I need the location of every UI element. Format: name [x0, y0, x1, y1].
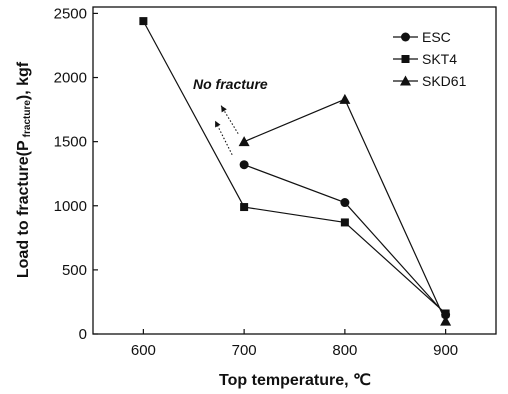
annotation-arrow-2	[214, 120, 233, 155]
data-point-skd61-900	[440, 315, 452, 326]
x-tick-label-800: 800	[332, 342, 357, 359]
data-point-skt4-600	[139, 17, 148, 26]
no-fracture-annotation: No fracture	[193, 76, 268, 92]
data-point-skd61-800	[339, 93, 351, 104]
legend-marker-skt4	[401, 55, 410, 63]
y-axis-title-main: Load to fracture(P	[15, 140, 32, 278]
y-tick-label-1000: 1000	[54, 198, 87, 215]
data-point-skt4-800	[340, 218, 349, 227]
series-line-skt4	[142, 20, 447, 314]
y-tick-label-1500: 1500	[54, 134, 87, 151]
legend-marker-skd61	[400, 75, 411, 86]
data-point-skd61-700	[238, 136, 250, 147]
y-axis-title-subscript: fracture	[22, 100, 33, 138]
annotation-layer: No fracture	[193, 76, 268, 155]
legend-label-skt4: SKT4	[422, 51, 457, 67]
x-tick-label-900: 900	[433, 342, 458, 359]
data-point-skt4-700	[240, 203, 249, 212]
series-line-skd61	[243, 98, 447, 322]
y-tick-label-2500: 2500	[54, 5, 87, 22]
data-point-esc-800	[340, 198, 350, 208]
y-tick-label-500: 500	[62, 262, 87, 279]
legend: ESC SKT4 SKD61	[393, 29, 467, 89]
y-axis-title-end: ), kgf	[15, 61, 32, 100]
x-axis-title: Top temperature, ℃	[219, 372, 371, 389]
series-layer	[139, 17, 452, 326]
plot-frame	[92, 6, 497, 335]
data-point-esc-700	[239, 160, 249, 170]
x-tick-label-700: 700	[232, 342, 257, 359]
y-tick-label-0: 0	[79, 326, 87, 343]
data-point-skt4-900	[441, 309, 450, 318]
legend-marker-esc	[401, 32, 410, 42]
y-tick-label-2000: 2000	[54, 70, 87, 87]
annotation-arrowhead-2	[215, 120, 221, 128]
legend-label-esc: ESC	[422, 29, 451, 45]
annotation-arrowhead-1	[221, 105, 227, 113]
y-axis-title: Load to fracture(P fracture), kgf	[15, 61, 33, 278]
legend-label-skd61: SKD61	[422, 73, 467, 89]
x-tick-label-600: 600	[131, 342, 156, 359]
series-line-esc	[243, 164, 447, 316]
ticks-layer: 600 700 800 900 0 500 1000 1500 2000 2500	[54, 5, 459, 359]
